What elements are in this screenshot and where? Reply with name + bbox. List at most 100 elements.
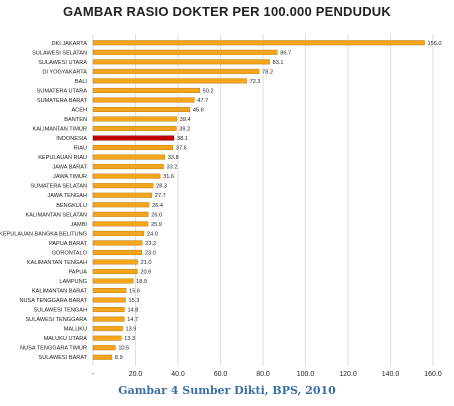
x-tick-label: 140.0	[382, 371, 400, 378]
value-label: 45.6	[193, 107, 204, 113]
x-tick-label: 20.0	[129, 371, 143, 378]
x-tick-label: 80.0	[256, 371, 270, 378]
grid-lines	[92, 34, 434, 366]
category-label: JAWA TENGAH	[47, 193, 87, 199]
category-label: SUMATERA SELATAN	[30, 184, 87, 190]
category-label: SUMATERA UTARA	[37, 88, 88, 94]
bar-jawa-barat	[92, 164, 164, 170]
bar-banten	[92, 116, 177, 122]
category-label: SULAWESI BARAT	[39, 355, 88, 361]
category-label: SULAWESI TENGGARA	[25, 317, 87, 323]
category-label: GORONTALO	[52, 250, 88, 256]
bar-maluku-utara	[92, 335, 122, 341]
x-tick-label: 160.0	[424, 371, 442, 378]
category-label: LAMPUNG	[59, 279, 87, 285]
category-label: NUSA TENGGARA TIMUR	[20, 346, 87, 352]
value-label: 39.2	[179, 127, 190, 133]
value-label: 10.5	[118, 346, 129, 352]
category-label: JAWA TIMUR	[53, 174, 87, 180]
category-label: BALI	[75, 79, 88, 85]
value-label: 13.3	[124, 336, 135, 342]
value-label: 47.7	[197, 98, 208, 104]
bars	[92, 40, 425, 360]
value-label: 27.7	[155, 193, 166, 199]
x-tick-label: 120.0	[339, 371, 357, 378]
value-label: 20.9	[140, 269, 151, 275]
figure-caption: Gambar 4 Sumber Dikti, BPS, 2010	[118, 384, 336, 397]
category-label: MALUKU	[64, 327, 87, 333]
value-label: 14.7	[127, 317, 138, 323]
category-label: KALIMANTAN SELATAN	[25, 212, 87, 218]
value-label: 83.1	[273, 60, 284, 66]
value-label: 50.2	[203, 88, 214, 94]
value-label: 23.2	[145, 241, 156, 247]
value-label: 33.2	[167, 165, 178, 171]
bar-sulawesi-barat	[92, 354, 113, 360]
bar-papua-barat	[92, 240, 143, 246]
bar-indonesia	[92, 135, 175, 141]
category-label: MALUKU UTARA	[44, 336, 88, 342]
x-tick-label: -	[92, 371, 95, 378]
category-label: SULAWESI TENGAH	[34, 308, 87, 314]
value-label: 23.0	[145, 250, 156, 256]
bar-riau	[92, 145, 174, 151]
value-label: 72.3	[250, 79, 261, 85]
bar-sulawesi-tengah	[92, 307, 125, 313]
x-tick-label: 60.0	[214, 371, 228, 378]
value-label: 156.0	[428, 41, 442, 47]
category-label: RIAU	[74, 146, 87, 152]
value-label: 8.9	[115, 355, 123, 361]
bar-dki-jakarta	[92, 40, 425, 46]
category-label: BENGKULU	[56, 203, 87, 209]
chart-title: GAMBAR RASIO DOKTER PER 100.000 PENDUDUK	[62, 4, 391, 19]
value-label: 21.0	[141, 260, 152, 266]
category-label: DI YOGYAKARTA	[42, 69, 87, 75]
bar-sumatera-selatan	[92, 183, 154, 189]
x-tick-label: 100.0	[297, 371, 315, 378]
category-label: KALIMANTAN BARAT	[32, 289, 88, 295]
bar-sulawesi-tenggara	[92, 316, 125, 322]
value-label: 39.4	[180, 117, 191, 123]
bar-kalimantan-timur	[92, 126, 177, 132]
bar-maluku	[92, 326, 123, 332]
x-tick-label: 40.0	[171, 371, 185, 378]
value-label: 78.2	[262, 69, 273, 75]
bar-sulawesi-utara	[92, 59, 270, 65]
value-label: 15.3	[129, 298, 140, 304]
value-label: 37.6	[176, 146, 187, 152]
bar-di-yogyakarta	[92, 68, 260, 74]
bar-bengkulu	[92, 202, 150, 208]
value-label: 26.4	[152, 203, 163, 209]
category-label: KALIMANTAN TENGAH	[27, 260, 87, 266]
category-label: NUSA TENGGARA BARAT	[19, 298, 87, 304]
bar-sumatera-utara	[92, 87, 200, 93]
bar-kalimantan-tengah	[92, 259, 138, 265]
category-label: KEPULAUAN RIAU	[38, 155, 87, 161]
bar-aceh	[92, 106, 191, 112]
value-label: 14.8	[127, 308, 138, 314]
value-label: 28.3	[156, 184, 167, 190]
bar-lampung	[92, 278, 134, 284]
value-label: 18.9	[136, 279, 147, 285]
value-label: 24.0	[147, 231, 158, 237]
bar-bali	[92, 78, 247, 84]
value-label: 31.6	[163, 174, 174, 180]
value-label: 38.1	[177, 136, 188, 142]
value-label: 86.7	[280, 50, 291, 56]
bar-kepulauan-riau	[92, 154, 166, 160]
category-label: JAWA BARAT	[52, 165, 87, 171]
value-label: 13.9	[126, 327, 137, 333]
bar-jawa-tengah	[92, 192, 153, 198]
value-label: 15.6	[129, 289, 140, 295]
category-label: KALIMANTAN TIMUR	[33, 127, 88, 133]
category-label: INDONESIA	[56, 136, 87, 142]
bar-kalimantan-selatan	[92, 211, 149, 217]
bar-nusa-tenggara-barat	[92, 297, 126, 303]
category-label: DKI JAKARTA	[51, 41, 87, 47]
bar-papua	[92, 268, 138, 274]
category-label: SULAWESI UTARA	[38, 60, 87, 66]
bar-jambi	[92, 221, 149, 227]
category-label: KEPULAUAN BANGKA BELITUNG	[0, 231, 87, 237]
value-label: 26.0	[151, 212, 162, 218]
bar-nusa-tenggara-timur	[92, 345, 116, 351]
